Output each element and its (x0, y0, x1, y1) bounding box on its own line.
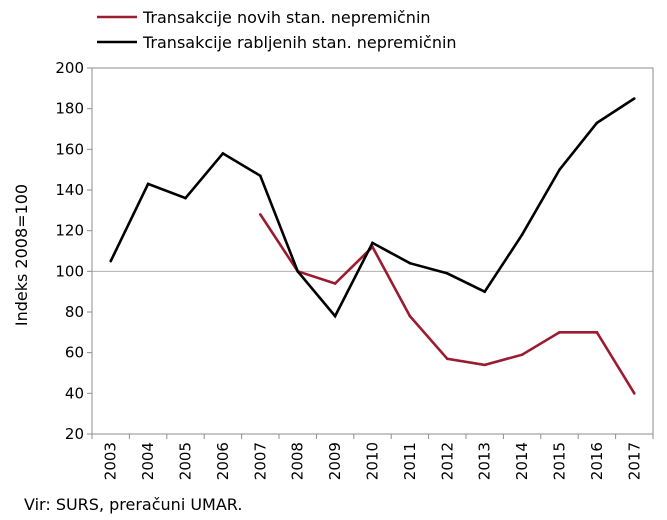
y-tick-label: 120 (55, 222, 84, 240)
data-point (184, 196, 187, 200)
x-tick-label: 2008 (289, 442, 307, 480)
x-tick-label: 2003 (102, 442, 120, 480)
data-point (633, 97, 636, 100)
y-tick-label: 20 (65, 425, 84, 443)
data-point (146, 182, 150, 186)
data-point (296, 270, 300, 273)
x-tick-label: 2014 (513, 442, 531, 480)
x-tick-label: 2004 (139, 442, 157, 480)
x-tick-label: 2016 (588, 442, 606, 480)
series-line-used-dwellings (109, 97, 636, 319)
x-tick-label: 2005 (177, 442, 195, 480)
y-tick-label: 180 (55, 100, 84, 118)
data-point (333, 282, 337, 285)
y-tick-label: 100 (55, 262, 84, 280)
data-point (483, 363, 487, 367)
y-tick-label: 200 (55, 59, 84, 77)
x-tick-label: 2006 (214, 442, 232, 480)
data-point (408, 314, 412, 318)
data-point (520, 233, 524, 237)
legend-label: Transakcije rabljenih stan. nepremičnin (142, 33, 457, 52)
x-tick-label: 2013 (476, 442, 494, 480)
data-point (408, 261, 412, 265)
x-tick-label: 2012 (438, 442, 456, 480)
legend: Transakcije novih stan. nepremičnin Trans… (97, 8, 457, 52)
data-point (595, 331, 599, 334)
y-tick-label: 80 (65, 303, 84, 321)
data-point (259, 174, 262, 178)
y-axis-label: Indeks 2008=100 (12, 184, 31, 326)
data-point (633, 392, 636, 395)
data-point (446, 357, 449, 361)
legend-label: Transakcije novih stan. nepremičnin (142, 8, 431, 27)
data-point (558, 331, 561, 334)
data-point (371, 241, 374, 245)
data-point (558, 168, 561, 171)
data-point (259, 213, 262, 216)
data-point (520, 353, 524, 357)
plot-frame (91, 67, 654, 435)
x-tick-label: 2009 (326, 442, 344, 480)
x-tick-label: 2007 (251, 442, 269, 480)
data-point (595, 121, 599, 125)
data-point (446, 272, 449, 275)
x-tick-label: 2015 (551, 442, 569, 480)
y-tick-label: 160 (55, 140, 84, 158)
x-tick-label: 2010 (364, 442, 382, 480)
source-note: Vir: SURS, preračuni UMAR. (24, 495, 242, 514)
data-point (333, 314, 337, 318)
y-tick-label: 60 (65, 344, 84, 362)
series-line-new-dwellings (259, 213, 636, 394)
x-tick-label: 2017 (625, 442, 643, 480)
data-point (483, 290, 487, 293)
y-tick-label: 40 (65, 384, 84, 402)
data-point (221, 152, 225, 155)
data-point (109, 259, 112, 263)
x-tick-label: 2011 (401, 442, 419, 480)
y-tick-label: 140 (55, 181, 84, 199)
